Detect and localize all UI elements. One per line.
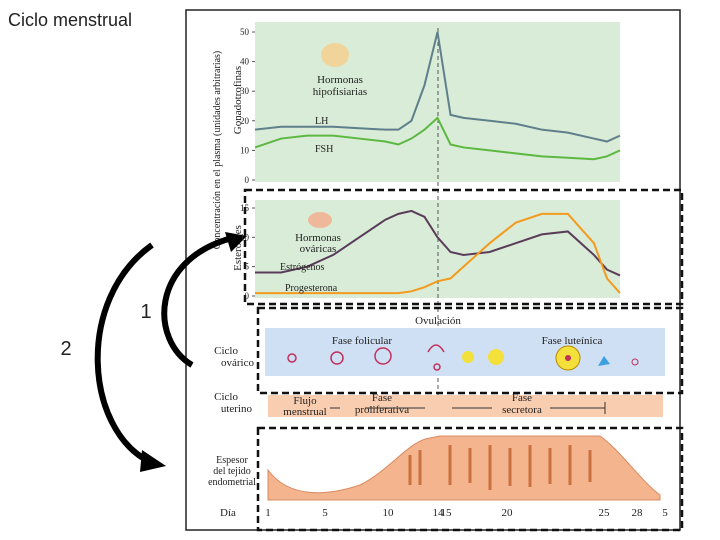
row-label: endometrial [208, 477, 256, 488]
follicle-icons [287, 344, 445, 371]
row-label: ovárico [221, 357, 254, 369]
row-label: Espesor [216, 455, 248, 466]
day-tick-label: 10 [383, 507, 395, 519]
annotation: ováricas [300, 243, 337, 255]
phase-label: proliferativa [355, 404, 409, 416]
y-axis-label: Gonadotrofinas [232, 66, 244, 134]
series-label: Estrógenos [280, 262, 325, 273]
highlight-boxes [243, 188, 684, 532]
pituitary-icon [321, 43, 349, 67]
day-tick-label: 1 [265, 507, 271, 519]
y-tick-label: 0 [245, 175, 250, 185]
day-tick-label: 5 [322, 507, 328, 519]
ovulation-label: Ovulación [415, 315, 461, 327]
arrow-head [225, 232, 247, 252]
y-tick-label: 40 [240, 57, 250, 67]
y-tick-label: 30 [240, 86, 250, 96]
ovary-icon [308, 212, 332, 228]
day-label: Día [220, 507, 236, 519]
arrow-head [140, 450, 166, 472]
y-tick-label: 10 [240, 232, 250, 242]
row-label: Ciclo [214, 391, 238, 403]
day-tick-label: 25 [599, 507, 611, 519]
phase-label: Flujo [293, 395, 317, 407]
series-line [255, 212, 621, 295]
annotation: Hormonas [295, 232, 341, 244]
arrow [94, 242, 154, 465]
day-tick-label: 15 [441, 507, 453, 519]
annotation: Hormonas [317, 74, 363, 86]
annotation: hipofisiarias [313, 86, 367, 98]
y-tick-label: 15 [240, 203, 250, 213]
slide-title: Ciclo menstrual [8, 10, 132, 30]
phase-label: Fase luteínica [542, 335, 603, 347]
arrow-label: 1 [140, 301, 151, 323]
arrow-label: 2 [60, 338, 71, 360]
y-tick-label: 10 [240, 145, 250, 155]
day-tick-label: 14 [433, 507, 445, 519]
phase-arrows [330, 402, 606, 414]
y-tick-label: 50 [240, 27, 250, 37]
row-label: del tejido [213, 466, 251, 477]
series-label: Progesterona [285, 283, 338, 294]
phase-label: secretora [502, 404, 542, 416]
series-label: LH [315, 116, 328, 127]
y-axis-label: Concentración en el plasma (unidades arb… [212, 51, 223, 250]
phase-label: Fase [512, 392, 532, 404]
row-label: uterino [221, 403, 253, 415]
y-tick-label: 5 [245, 262, 250, 272]
phase-label: menstrual [283, 406, 326, 418]
series-line [254, 31, 621, 143]
uterine-band [268, 395, 663, 417]
corpus-luteum-icons [462, 345, 639, 371]
endometrial-glands [408, 445, 592, 490]
arrow [161, 235, 233, 368]
series-label: FSH [315, 144, 333, 155]
day-tick-label: 28 [632, 507, 644, 519]
phase-label: Fase folicular [332, 335, 393, 347]
day-tick-label: 20 [502, 507, 514, 519]
endometrium [267, 435, 661, 501]
y-tick-label: 20 [240, 116, 250, 126]
row-label: Ciclo [214, 345, 238, 357]
y-tick-label: 0 [245, 291, 250, 301]
phase-label: Fase [372, 392, 392, 404]
series-line [254, 116, 621, 161]
day-tick-label: 5 [662, 507, 668, 519]
series-line [255, 209, 621, 277]
